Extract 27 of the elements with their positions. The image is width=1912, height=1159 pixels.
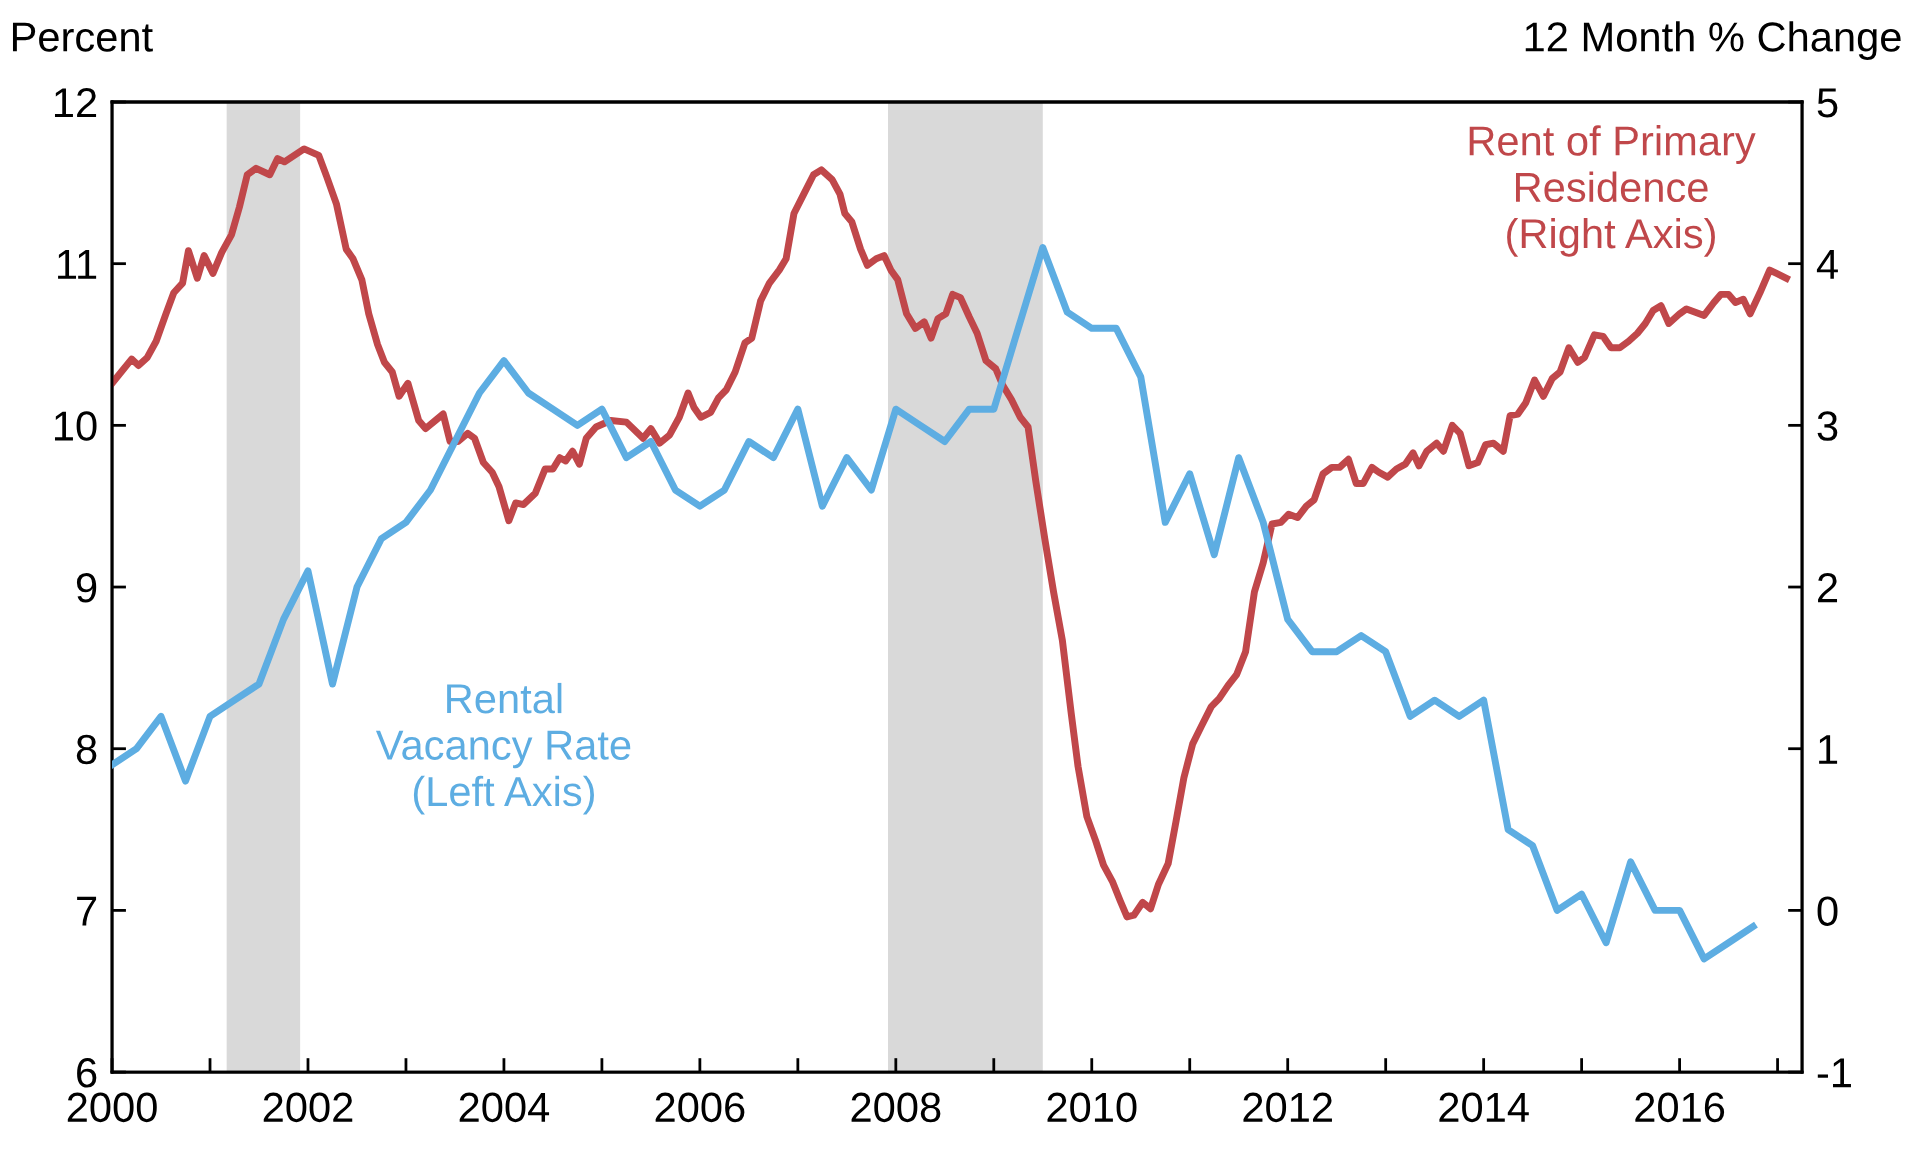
y-tick-label: 11 bbox=[58, 250, 97, 279]
series-label: Rent of Primary Residence (Right Axis) bbox=[1469, 125, 1756, 257]
y2-tick-label: 4 bbox=[1816, 250, 1838, 279]
y-axis-title: Percent bbox=[12, 22, 153, 52]
x-tick-label: 2008 bbox=[851, 1092, 941, 1123]
y-tick-label: 9 bbox=[76, 573, 97, 603]
y2-tick-label: 1 bbox=[1819, 735, 1838, 764]
y2-tick-label: 5 bbox=[1817, 88, 1838, 118]
x-tick-label: 2014 bbox=[1439, 1092, 1529, 1123]
x-tick-label: 2006 bbox=[655, 1092, 745, 1123]
y-tick-label: 10 bbox=[54, 411, 97, 441]
y2-tick-label: 3 bbox=[1817, 411, 1838, 441]
x-tick-label: 2016 bbox=[1635, 1092, 1725, 1123]
y-tick-label: 8 bbox=[76, 734, 97, 765]
x-tick-label: 2002 bbox=[263, 1092, 353, 1123]
y2-axis-title: 12 Month % Change bbox=[1525, 21, 1901, 60]
series-label: Rental Vacancy Rate (Left Axis) bbox=[375, 682, 631, 815]
x-tick-label: 2000 bbox=[67, 1092, 157, 1123]
y-tick-label: 12 bbox=[54, 87, 97, 118]
y2-tick-label: -1 bbox=[1817, 1058, 1851, 1088]
y-tick-label: 6 bbox=[77, 1058, 97, 1088]
y2-tick-label: 2 bbox=[1818, 573, 1838, 603]
x-tick-label: 2004 bbox=[459, 1092, 550, 1123]
y-tick-label: 7 bbox=[77, 896, 97, 926]
y2-tick-label: 0 bbox=[1817, 896, 1838, 926]
x-tick-label: 2010 bbox=[1047, 1092, 1137, 1123]
x-tick-label: 2012 bbox=[1243, 1092, 1332, 1123]
